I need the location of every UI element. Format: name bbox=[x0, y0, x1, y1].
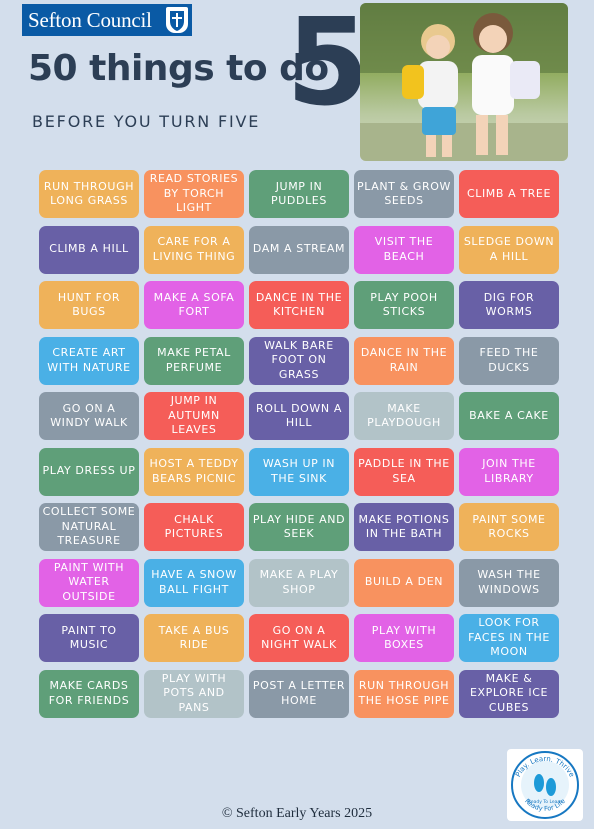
activity-tile: LOOK FOR FACES IN THE MOON bbox=[459, 614, 559, 662]
council-crest-icon bbox=[166, 7, 188, 33]
activity-tile: MAKE & EXPLORE ICE CUBES bbox=[459, 669, 559, 718]
activity-tile: VISIT THE BEACH bbox=[354, 225, 454, 274]
activity-tile: WALK BARE FOOT ON GRASS bbox=[249, 336, 349, 385]
activity-tile: PLAY WITH POTS AND PANS bbox=[144, 669, 244, 718]
activity-tile: JUMP IN AUTUMN LEAVES bbox=[144, 392, 244, 440]
activity-tile: PLAY HIDE AND SEEK bbox=[249, 503, 349, 551]
activity-tile: BAKE A CAKE bbox=[459, 392, 559, 440]
activity-tile: MAKE PETAL PERFUME bbox=[144, 336, 244, 385]
activity-tile: GO ON A NIGHT WALK bbox=[249, 614, 349, 662]
activity-tile: BUILD A DEN bbox=[354, 558, 454, 607]
activity-tile: POST A LETTER HOME bbox=[249, 669, 349, 718]
activity-tile: SLEDGE DOWN A HILL bbox=[459, 225, 559, 274]
activity-tile: CARE FOR A LIVING THING bbox=[144, 225, 244, 274]
footer-copyright: © Sefton Early Years 2025 bbox=[221, 806, 373, 821]
activity-tile: PAINT SOME ROCKS bbox=[459, 503, 559, 551]
activity-tile: CREATE ART WITH NATURE bbox=[39, 336, 139, 385]
page-subtitle: BEFORE YOU TURN FIVE bbox=[32, 112, 261, 131]
sefton-council-logo: Sefton Council bbox=[22, 4, 192, 36]
activity-tile: ROLL DOWN A HILL bbox=[249, 392, 349, 440]
activity-tile: PLAY POOH STICKS bbox=[354, 281, 454, 329]
logo-text: Sefton Council bbox=[28, 7, 152, 32]
activity-tile: CLIMB A TREE bbox=[459, 170, 559, 218]
activity-tile: JOIN THE LIBRARY bbox=[459, 447, 559, 496]
activity-tile: FEED THE DUCKS bbox=[459, 336, 559, 385]
activity-tile: HAVE A SNOW BALL FIGHT bbox=[144, 558, 244, 607]
activity-tile: PADDLE IN THE SEA bbox=[354, 447, 454, 496]
activity-tile: PLANT & GROW SEEDS bbox=[354, 170, 454, 218]
activity-tile: CLIMB A HILL bbox=[39, 225, 139, 274]
activity-tile: TAKE A BUS RIDE bbox=[144, 614, 244, 662]
activity-tile: READ STORIES BY TORCH LIGHT bbox=[144, 170, 244, 218]
activity-tile: MAKE CARDS FOR FRIENDS bbox=[39, 669, 139, 718]
activity-tile: JUMP IN PUDDLES bbox=[249, 170, 349, 218]
activity-tile: CHALK PICTURES bbox=[144, 503, 244, 551]
activity-tile: MAKE A PLAY SHOP bbox=[249, 558, 349, 607]
activity-tile: MAKE A SOFA FORT bbox=[144, 281, 244, 329]
activity-tile: DAM A STREAM bbox=[249, 225, 349, 274]
activity-tile: RUN THROUGH THE HOSE PIPE bbox=[354, 669, 454, 718]
activity-tile: WASH UP IN THE SINK bbox=[249, 447, 349, 496]
children-photo bbox=[360, 3, 568, 161]
activity-tile: MAKE PLAYDOUGH bbox=[354, 392, 454, 440]
activity-tile: RUN THROUGH LONG GRASS bbox=[39, 170, 139, 218]
activity-tile: COLLECT SOME NATURAL TREASURE bbox=[39, 503, 139, 551]
badge-inner-text: Ready To Learn bbox=[528, 799, 562, 805]
activity-tile: DANCE IN THE KITCHEN bbox=[249, 281, 349, 329]
activity-tile: HUNT FOR BUGS bbox=[39, 281, 139, 329]
activity-tile: DIG FOR WORMS bbox=[459, 281, 559, 329]
activities-grid: RUN THROUGH LONG GRASS READ STORIES BY TO… bbox=[39, 170, 561, 718]
title-number: 5 bbox=[286, 0, 370, 133]
activity-tile: MAKE POTIONS IN THE BATH bbox=[354, 503, 454, 551]
activity-tile: PAINT TO MUSIC bbox=[39, 614, 139, 662]
activity-tile: PAINT WITH WATER OUTSIDE bbox=[39, 558, 139, 607]
activity-tile: GO ON A WINDY WALK bbox=[39, 392, 139, 440]
page-title: 50 things to do bbox=[28, 48, 329, 89]
activity-tile: WASH THE WINDOWS bbox=[459, 558, 559, 607]
activity-tile: HOST A TEDDY BEARS PICNIC bbox=[144, 447, 244, 496]
activity-tile: DANCE IN THE RAIN bbox=[354, 336, 454, 385]
activity-tile: PLAY WITH BOXES bbox=[354, 614, 454, 662]
activity-tile: PLAY DRESS UP bbox=[39, 447, 139, 496]
play-learn-thrive-badge: Play. Learn. Thrive Ready For Life Ready… bbox=[507, 749, 583, 821]
